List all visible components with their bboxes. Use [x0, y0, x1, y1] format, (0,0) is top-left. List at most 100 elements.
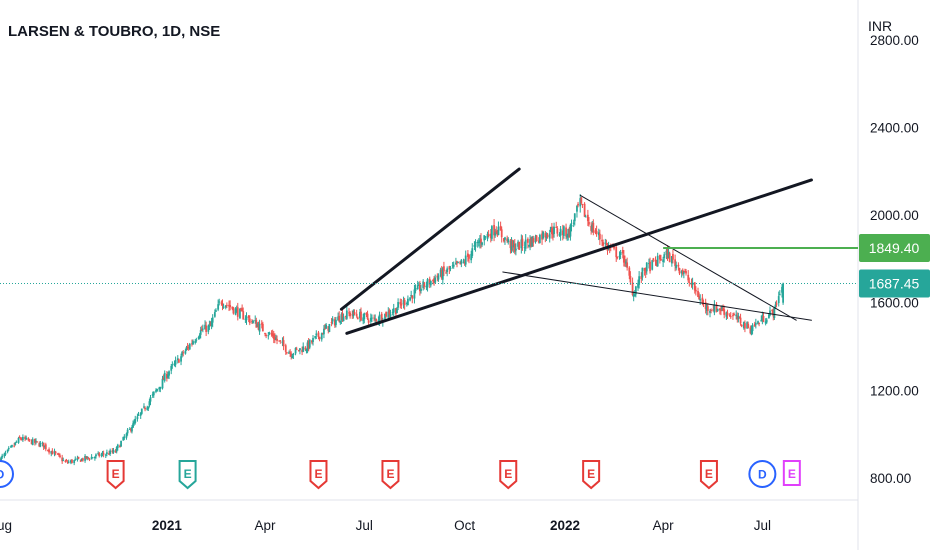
candle [681, 268, 684, 276]
candle [282, 336, 285, 351]
trendline[interactable] [579, 194, 797, 321]
candle [337, 312, 340, 321]
candle [314, 335, 317, 340]
candle [20, 437, 23, 441]
earnings-event-icon[interactable]: E [582, 460, 601, 490]
candle [218, 298, 221, 306]
candle [305, 348, 308, 354]
candle [400, 298, 403, 310]
trendline[interactable] [345, 178, 813, 335]
candle [220, 300, 223, 306]
x-tick-label: Oct [454, 518, 475, 533]
dividend-event-icon[interactable]: D [0, 460, 14, 488]
candle [590, 222, 593, 235]
x-tick-label: 2021 [152, 518, 183, 533]
candle [79, 459, 82, 462]
candle [506, 235, 509, 243]
candle [31, 437, 34, 446]
candle [511, 239, 514, 252]
x-tick-label: Apr [255, 518, 277, 533]
candle [278, 340, 281, 342]
candle [181, 350, 184, 358]
svg-text:E: E [314, 467, 322, 481]
candle [746, 321, 749, 329]
candle [95, 453, 97, 459]
candle [64, 459, 67, 463]
candle [385, 311, 387, 318]
candle [67, 459, 70, 464]
y-tick-label: 1600.00 [870, 296, 919, 311]
candle [284, 343, 287, 355]
candle [323, 325, 325, 339]
candle [545, 232, 548, 242]
x-tick-label: Jul [356, 518, 373, 533]
candle [483, 235, 486, 246]
candle [601, 234, 603, 246]
candle [291, 353, 294, 359]
candle [616, 256, 619, 260]
dividend-event-icon[interactable]: D [748, 460, 777, 488]
candle [330, 318, 333, 327]
earnings-event-icon[interactable]: E [178, 460, 197, 490]
drawings-layer[interactable] [0, 167, 858, 335]
candle [290, 351, 293, 360]
candle [19, 437, 22, 441]
candle [194, 339, 197, 345]
candle [520, 234, 523, 254]
candle [281, 337, 284, 347]
candle [514, 243, 517, 256]
candle [502, 237, 505, 243]
trendline[interactable] [339, 167, 521, 311]
earnings-event-icon[interactable]: E [782, 460, 801, 486]
candle [74, 456, 77, 461]
candle [567, 228, 570, 241]
x-tick-label: Jul [754, 518, 771, 533]
candle [706, 303, 709, 316]
candle [468, 254, 470, 264]
candle [737, 312, 740, 323]
candle [652, 257, 655, 263]
candle [389, 309, 392, 319]
candle [301, 346, 304, 356]
candle [709, 309, 711, 318]
candle [410, 290, 413, 298]
candle [270, 330, 273, 337]
earnings-event-icon[interactable]: E [499, 460, 518, 490]
candle [437, 273, 440, 282]
trendline[interactable] [502, 271, 812, 321]
earnings-event-icon[interactable]: E [106, 460, 125, 490]
y-tick-label: 2800.00 [870, 33, 919, 48]
candle [552, 226, 554, 241]
candle [500, 226, 503, 243]
candle [655, 259, 658, 267]
candle [167, 371, 169, 379]
candle [504, 236, 506, 245]
candle [356, 316, 359, 320]
candle [42, 442, 45, 450]
candle [426, 277, 429, 292]
candle [726, 309, 729, 319]
candle [105, 449, 108, 457]
candle [348, 308, 350, 317]
candle [513, 239, 516, 255]
candle [320, 332, 323, 342]
candle [678, 267, 681, 276]
candle [388, 308, 391, 320]
earnings-event-icon[interactable]: E [699, 460, 718, 490]
candle [397, 298, 399, 311]
earnings-event-icon[interactable]: E [381, 460, 400, 490]
candle [685, 268, 687, 276]
candle [484, 236, 487, 241]
earnings-event-icon[interactable]: E [309, 460, 328, 490]
events-layer[interactable]: DEEEEEEEDE [0, 460, 801, 490]
candle [644, 267, 647, 278]
candle [440, 265, 443, 280]
candle [57, 452, 60, 457]
candle [158, 386, 161, 392]
candle [723, 305, 726, 319]
candle [86, 456, 89, 461]
candle [163, 370, 166, 383]
